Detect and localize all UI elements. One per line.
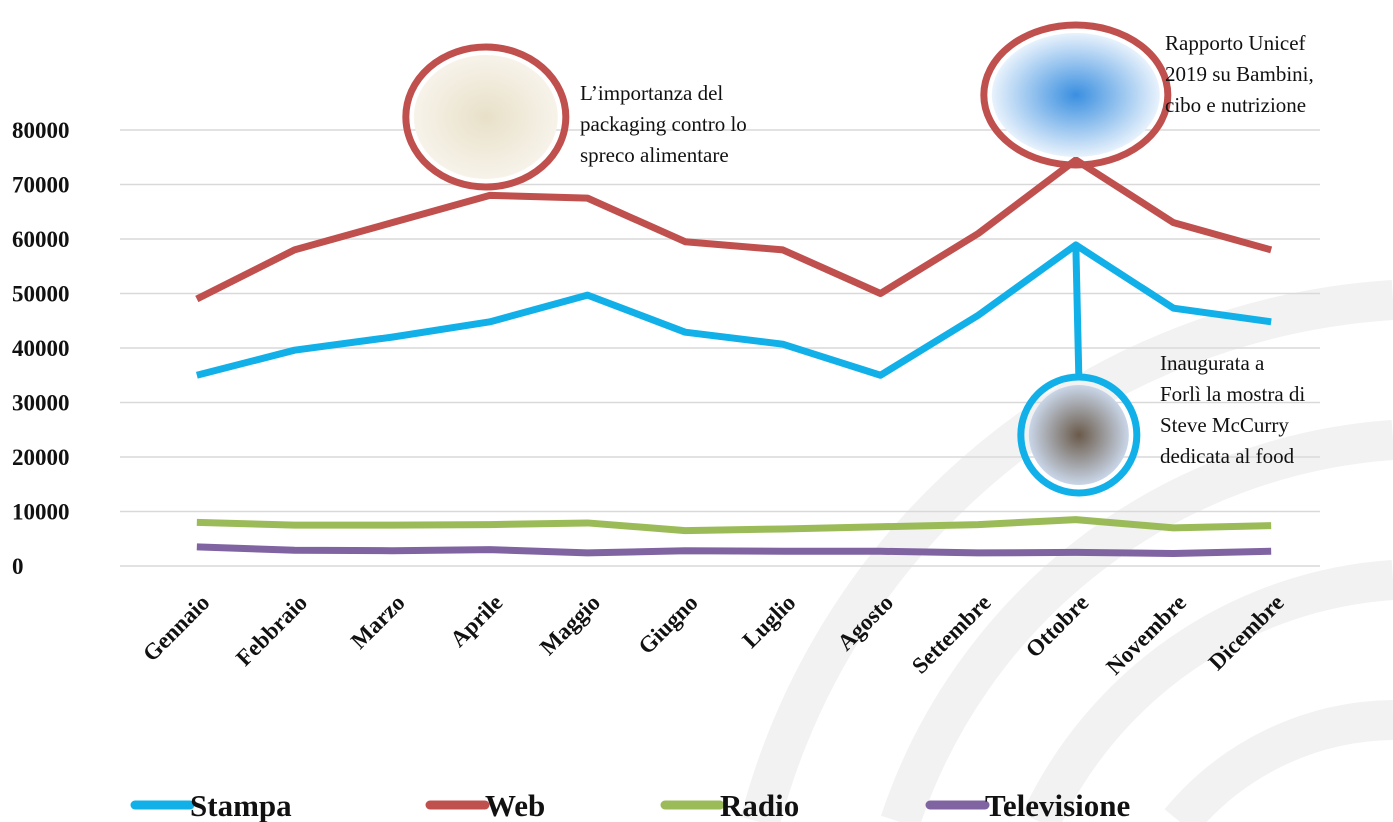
- legend-label: Televisione: [985, 788, 1130, 822]
- series-line: [196, 543, 1272, 557]
- annotation-circle: [1017, 373, 1141, 497]
- y-tick-label: 50000: [12, 282, 70, 307]
- annotation-text: Inaugurata a: [1160, 351, 1265, 375]
- legend-label: Stampa: [190, 788, 292, 822]
- annotation-circle: [402, 43, 570, 191]
- x-tick-label: Gennaio: [138, 590, 214, 666]
- y-tick-label: 10000: [12, 500, 70, 525]
- annotation-image: [1028, 385, 1129, 485]
- annotation-text: spreco alimentare: [580, 143, 729, 167]
- annotation-text: 2019 su Bambini,: [1165, 62, 1314, 86]
- y-tick-label: 30000: [12, 391, 70, 416]
- x-tick-label: Febbraio: [231, 590, 312, 671]
- y-tick-label: 20000: [12, 445, 70, 470]
- annotation-text: cibo e nutrizione: [1165, 93, 1306, 117]
- legend-label: Radio: [720, 788, 799, 822]
- legend-label: Web: [485, 788, 545, 822]
- x-tick-label: Maggio: [535, 590, 605, 660]
- annotation-text: packaging contro lo: [580, 112, 747, 136]
- y-tick-label: 0: [12, 554, 24, 579]
- y-tick-label: 70000: [12, 173, 70, 198]
- series-line: [196, 516, 1272, 535]
- annotation-text: Steve McCurry: [1160, 413, 1289, 437]
- annotation-text: L’importanza del: [580, 81, 723, 105]
- x-tick-label: Giugno: [633, 590, 702, 659]
- x-tick-label: Aprile: [445, 590, 507, 652]
- annotation-connector: [1072, 244, 1083, 378]
- y-tick-label: 40000: [12, 336, 70, 361]
- annotation-text: Forlì la mostra di: [1160, 382, 1305, 406]
- annotation-image: [991, 33, 1160, 157]
- series-line: [195, 156, 1273, 303]
- annotation-text: Rapporto Unicef: [1165, 31, 1306, 55]
- x-tick-label: Marzo: [346, 590, 410, 654]
- series-line: [195, 241, 1272, 379]
- x-tick-label: Luglio: [737, 590, 800, 653]
- annotation-image: [413, 55, 558, 179]
- y-tick-label: 80000: [12, 118, 70, 143]
- annotation-circle: [980, 21, 1172, 169]
- annotation-text: dedicata al food: [1160, 444, 1295, 468]
- y-tick-label: 60000: [12, 227, 70, 252]
